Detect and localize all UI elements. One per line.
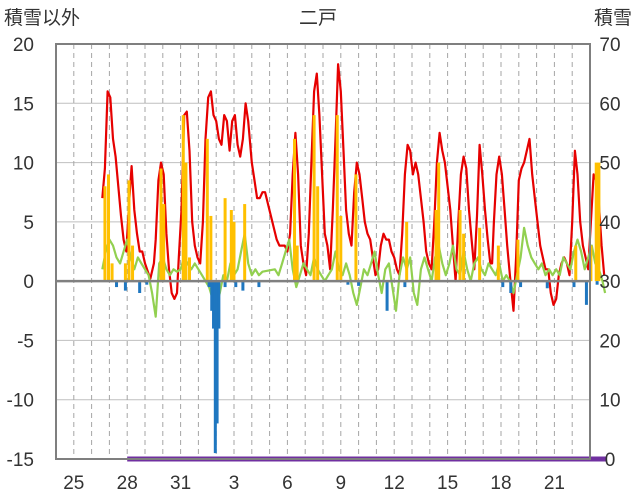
bar-mark [234, 281, 238, 288]
bar-mark [501, 281, 505, 288]
bar-mark [205, 138, 209, 282]
bar-mark [357, 281, 361, 286]
left-tick-label: -15 [7, 450, 34, 471]
bar-mark [293, 138, 297, 282]
bar-mark [458, 210, 462, 282]
bar-mark [519, 281, 523, 288]
bar-mark [131, 245, 135, 282]
bar-mark [212, 281, 216, 329]
bar-mark [545, 281, 549, 289]
bar-mark [405, 221, 409, 282]
bar-mark [316, 186, 320, 282]
bar-mark [184, 162, 188, 282]
bar-mark [243, 204, 247, 282]
left-tick-label: 0 [23, 272, 34, 293]
bar-mark [213, 281, 217, 454]
right-tick-label: 40 [599, 213, 620, 234]
bar-mark [159, 168, 163, 282]
bar-mark [478, 227, 482, 282]
bar-mark [107, 174, 111, 282]
bar-mark [232, 221, 236, 282]
left-tick-label: -5 [17, 331, 34, 352]
bar-mark [188, 257, 191, 282]
bar-mark [437, 162, 441, 282]
right-y-axis: 70 60 50 40 30 20 10 0 [599, 35, 620, 471]
left-tick-label: 5 [23, 213, 34, 234]
left-y-axis: 20 15 10 5 0 -5 -10 -15 [7, 35, 34, 471]
x-tick-label: 3 [229, 473, 240, 494]
x-tick-label: 25 [63, 473, 84, 494]
x-tick-label: 6 [282, 473, 293, 494]
bar-mark [127, 180, 131, 282]
series-line [101, 226, 607, 318]
right-tick-label: 70 [599, 35, 620, 56]
bar-mark [385, 281, 389, 311]
right-axis-label: 積雪 [594, 7, 632, 29]
x-axis: 25 28 31 3 6 9 12 15 18 21 [63, 473, 565, 494]
bar-mark [434, 210, 438, 282]
bar-mark [162, 204, 166, 282]
bar-mark [572, 281, 576, 288]
bar-mark [594, 162, 598, 282]
x-tick-label: 12 [384, 473, 405, 494]
x-tick-label: 28 [117, 473, 138, 494]
bar-mark [210, 281, 214, 311]
bar-mark [223, 281, 227, 288]
bar-mark [595, 281, 599, 285]
bar-mark [223, 198, 227, 282]
x-tick-label: 9 [336, 473, 347, 494]
bar-mark [584, 281, 588, 305]
bar-mark [354, 174, 358, 282]
bar-mark [295, 245, 299, 282]
bar-mark [217, 281, 221, 329]
bar-mark [509, 281, 513, 293]
right-tick-label: 0 [605, 450, 616, 471]
bar-mark [110, 263, 114, 282]
bar-mark [346, 281, 350, 285]
bar-mark [123, 263, 127, 282]
left-tick-label: 15 [13, 94, 34, 115]
gridlines [56, 43, 590, 460]
bar-mark [339, 215, 343, 282]
left-tick-label: 20 [13, 35, 34, 56]
bar-mark [138, 281, 142, 293]
series-line [101, 63, 606, 312]
right-tick-label: 10 [599, 391, 620, 412]
x-tick-label: 31 [170, 473, 191, 494]
bar-mark [207, 281, 211, 288]
bar-mark [462, 233, 466, 282]
right-tick-label: 60 [599, 94, 620, 115]
right-tick-label: 30 [599, 272, 620, 293]
left-axis-label: 積雪以外 [4, 7, 80, 29]
left-tick-label: 10 [13, 154, 34, 175]
left-tick-label: -10 [7, 391, 34, 412]
bar-mark [103, 186, 107, 282]
plot-frame [55, 43, 591, 460]
bar-mark [496, 245, 500, 282]
x-tick-label: 21 [544, 473, 565, 494]
bar-mark [241, 281, 245, 291]
bar-mark [574, 245, 578, 282]
right-tick-label: 50 [599, 154, 620, 175]
bar-mark [123, 281, 127, 291]
bar-mark [335, 115, 339, 282]
bar-mark [181, 115, 185, 282]
bar-mark [145, 281, 149, 285]
bar-mark [115, 281, 119, 288]
bar-mark [516, 239, 520, 282]
bar-mark [215, 281, 219, 424]
bar-mark [403, 281, 407, 288]
x-tick-label: 18 [490, 473, 511, 494]
right-tick-label: 20 [599, 331, 620, 352]
chart-title: 二戸 [299, 8, 337, 29]
bar-mark [209, 215, 213, 282]
bar-mark [229, 210, 233, 282]
x-tick-label: 15 [437, 473, 458, 494]
bar-mark [257, 281, 261, 288]
bar-mark [312, 115, 316, 282]
bar-mark [597, 162, 601, 282]
